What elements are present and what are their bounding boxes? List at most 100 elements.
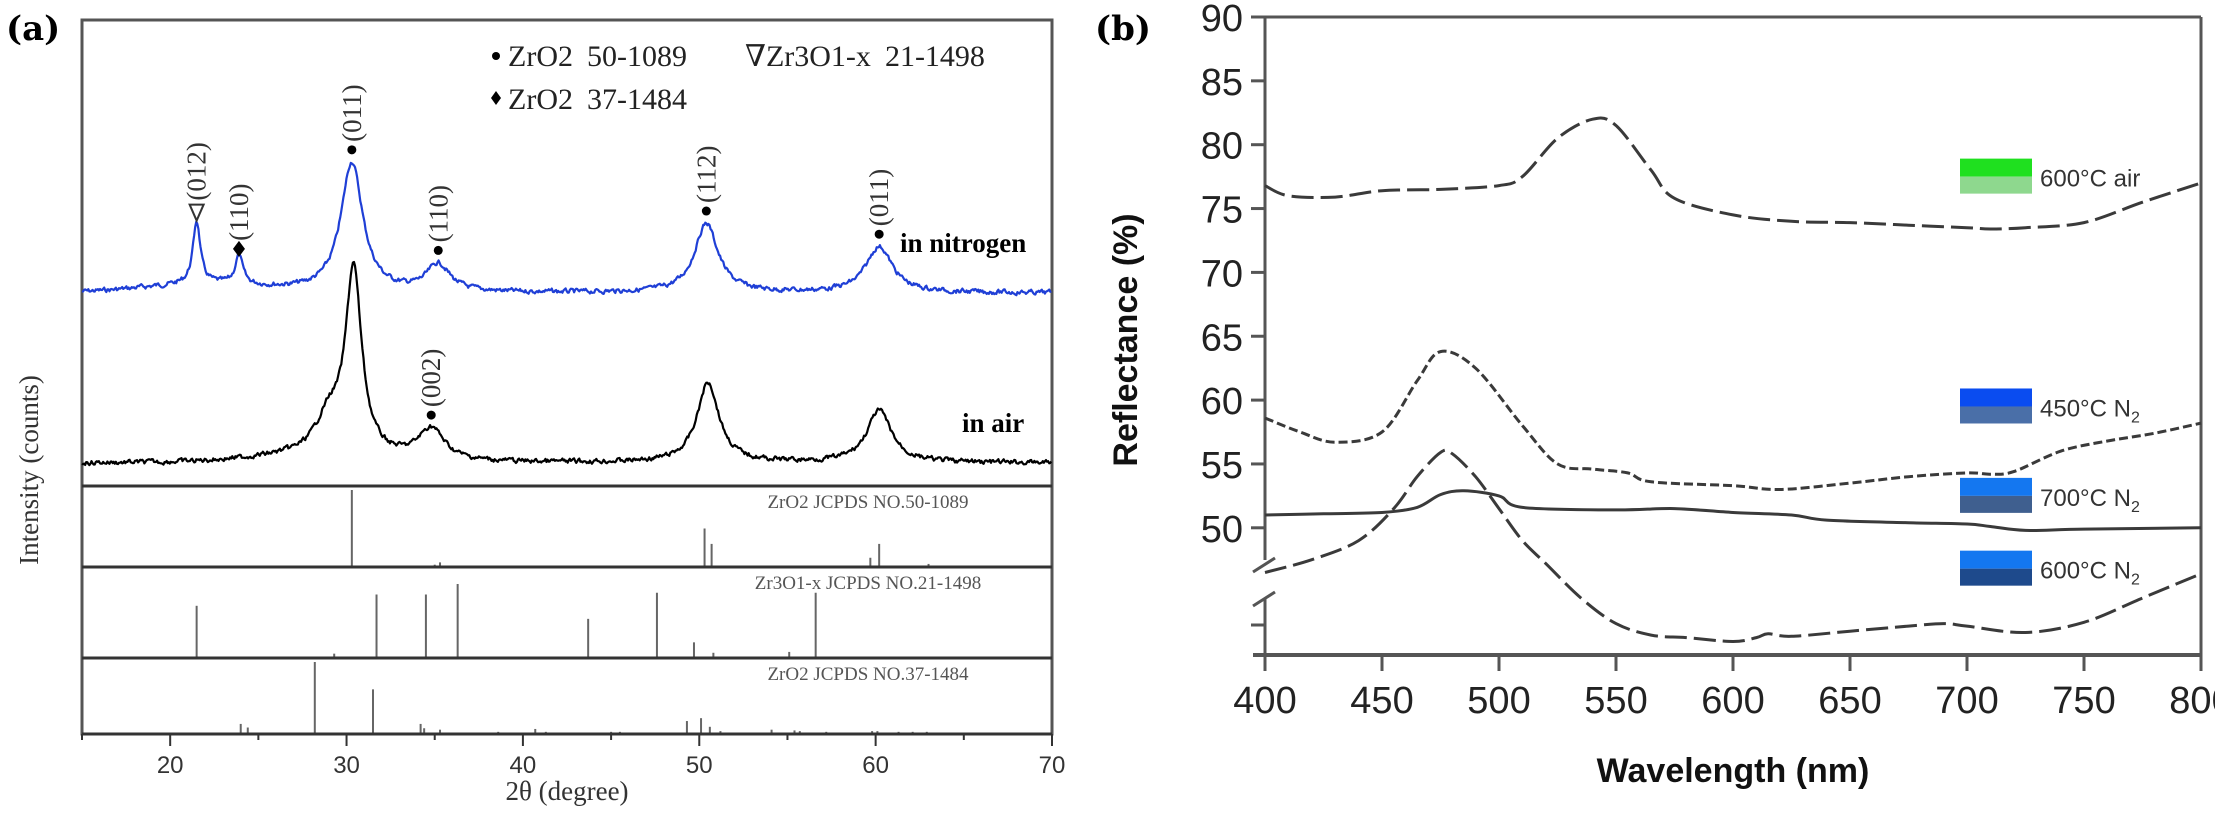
peak-annotation: (112) — [691, 146, 721, 216]
y-tick-label: 50 — [1201, 509, 1243, 551]
peak-annotation: (110) — [423, 185, 453, 255]
x-tick-label: 500 — [1467, 680, 1530, 722]
legend-swatch — [1960, 495, 2032, 513]
peak-annotation: (002) — [416, 349, 446, 420]
xrd-legend: ZrO2 50-1089 ∇Zr3O1-x 21-1498 ZrO2 37-1484 — [491, 40, 985, 116]
x-tick-label: 450 — [1350, 680, 1413, 722]
y-tick-label: 75 — [1201, 190, 1243, 232]
legend-swatch — [1960, 158, 2032, 177]
legend-swatch — [1960, 406, 2032, 424]
series-label-nitrogen: in nitrogen — [900, 228, 1026, 258]
reference-pattern: Zr3O1-x JCPDS NO.21-1498 — [82, 565, 1052, 658]
y-tick-label: 65 — [1201, 317, 1243, 359]
series-line-600-c-air — [1264, 116, 2202, 231]
reference-pattern-label: ZrO2 JCPDS NO.37-1484 — [767, 664, 969, 685]
xrd-series — [81, 161, 1053, 467]
legend-entry-zr3o-21-1498: ∇Zr3O1-x 21-1498 — [745, 40, 985, 73]
x-tick-label: 700 — [1935, 680, 1998, 722]
legend-entry: 700°C N2 — [1960, 477, 2140, 516]
x-tick-label: 400 — [1233, 680, 1296, 722]
x-tick-label: 650 — [1818, 680, 1881, 722]
xrd-x-axis: 20 30 40 50 60 70 — [81, 732, 1066, 779]
reference-pattern: ZrO2 JCPDS NO.37-1484 — [82, 656, 1052, 734]
legend-swatch — [1960, 176, 2032, 194]
y-tick-label: 80 — [1201, 126, 1243, 168]
legend-label: ZrO2 50-1089 — [508, 40, 687, 73]
reference-patterns: ZrO2 JCPDS NO.50-1089 Zr3O1-x JCPDS NO.21… — [82, 484, 1052, 734]
y-tick-label: 60 — [1201, 381, 1243, 423]
x-tick-label: 50 — [686, 752, 713, 779]
legend-entry-zro2-37-1484: ZrO2 37-1484 — [491, 83, 687, 116]
peak-index-label: (011) — [864, 169, 894, 226]
circle-marker-icon — [347, 145, 357, 155]
peak-index-label: (112) — [691, 146, 721, 203]
xrd-chart: ZrO2 JCPDS NO.50-1089 Zr3O1-x JCPDS NO.21… — [14, 18, 1066, 806]
x-tick-label: 550 — [1584, 680, 1647, 722]
axis-break-mark — [1252, 590, 1276, 608]
legend-swatch — [1960, 568, 2032, 586]
y-tick-label: 70 — [1201, 253, 1243, 295]
peak-index-label: (012) — [182, 142, 212, 200]
legend-entry: 600°C N2 — [1960, 550, 2140, 589]
peak-index-label: (002) — [416, 349, 446, 407]
circle-marker-icon — [874, 229, 884, 239]
legend-swatch — [1960, 550, 2032, 569]
series-label-air: in air — [962, 408, 1024, 438]
legend-label: 600°C air — [2040, 166, 2140, 193]
reference-pattern-label: Zr3O1-x JCPDS NO.21-1498 — [755, 573, 981, 594]
reference-pattern: ZrO2 JCPDS NO.50-1089 — [82, 484, 1052, 567]
diamond-marker-icon — [232, 240, 245, 257]
series-line-in-nitrogen — [81, 161, 1052, 297]
reflectance-legend: 600°C air 450°C N2 700°C N2 600°C N2 — [1960, 158, 2140, 589]
series-line-450-c-n2 — [1264, 349, 2202, 492]
xrd-y-axis-title: Intensity (counts) — [14, 375, 44, 565]
xrd-x-axis-title: 2θ (degree) — [505, 776, 628, 806]
legend-swatch — [1960, 477, 2032, 496]
legend-label: 700°C N2 — [2040, 485, 2140, 516]
legend-entry: 600°C air — [1960, 158, 2140, 194]
peak-annotation: (011) — [337, 84, 367, 155]
legend-label: ZrO2 37-1484 — [508, 83, 687, 116]
y-tick-label: 55 — [1201, 445, 1243, 487]
peak-annotation: (110) — [224, 183, 254, 257]
reflectance-chart: 50 55 60 65 70 75 80 85 90 400 450 500 550 600 650 700 7… — [1107, 0, 2215, 790]
circle-marker-icon — [701, 206, 711, 216]
peak-annotation: (012) — [182, 142, 212, 224]
x-tick-label: 800 — [2169, 680, 2215, 722]
x-tick-label: 40 — [510, 752, 537, 779]
y-tick-label: 90 — [1201, 0, 1243, 40]
reflectance-axes: 50 55 60 65 70 75 80 85 90 400 450 500 550 600 650 700 7… — [1201, 0, 2215, 722]
x-tick-label: 30 — [333, 752, 360, 779]
reflectance-x-axis-title: Wavelength (nm) — [1597, 752, 1870, 790]
y-tick-label: 85 — [1201, 62, 1243, 104]
peak-labels: (012) (110) (011) (110) (112) (011) (002) — [182, 84, 894, 420]
legend-entry-zro2-50-1089: ZrO2 50-1089 — [492, 40, 687, 73]
x-tick-label: 600 — [1701, 680, 1764, 722]
legend-swatch — [1960, 388, 2032, 407]
panel-a-label: (a) — [6, 9, 60, 49]
xrd-plot-frame — [80, 18, 1054, 736]
circle-marker-icon — [426, 410, 436, 420]
x-tick-label: 20 — [157, 752, 184, 779]
diamond-marker-icon — [491, 91, 501, 105]
circle-marker-icon — [433, 245, 443, 255]
reflectance-y-axis-title: Reflectance (%) — [1107, 213, 1145, 466]
legend-entry: 450°C N2 — [1960, 388, 2140, 426]
legend-label: 600°C N2 — [2040, 558, 2140, 589]
x-tick-label: 750 — [2052, 680, 2115, 722]
reflectance-series — [1264, 116, 2202, 644]
legend-label: ∇Zr3O1-x 21-1498 — [745, 40, 985, 73]
circle-marker-icon — [492, 52, 500, 60]
series-line-in-air — [81, 260, 1053, 467]
x-tick-label: 60 — [862, 752, 889, 779]
peak-index-label: (110) — [224, 183, 254, 240]
peak-index-label: (110) — [423, 185, 453, 242]
x-tick-label: 70 — [1039, 752, 1066, 779]
legend-label: 450°C N2 — [2040, 395, 2140, 426]
series-line-700-c-n2 — [1264, 489, 2202, 532]
axis-break-mark — [1252, 556, 1276, 574]
reference-pattern-label: ZrO2 JCPDS NO.50-1089 — [767, 492, 968, 513]
peak-index-label: (011) — [337, 84, 367, 141]
panel-b-label: (b) — [1095, 9, 1151, 49]
